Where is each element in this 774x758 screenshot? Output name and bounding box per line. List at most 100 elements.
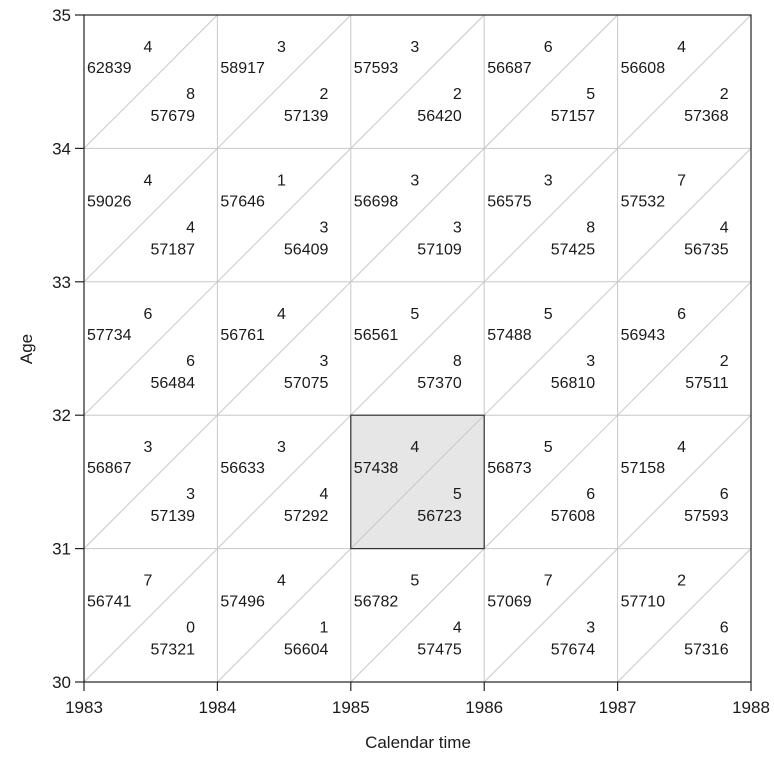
lower-triangle-person-years: 57674 (551, 642, 596, 659)
cohort-diagonal (217, 281, 352, 416)
upper-triangle-count: 3 (144, 439, 153, 456)
lexis-cell: 6 56943 2 57511 (621, 306, 729, 392)
lower-triangle-count: 8 (586, 219, 595, 236)
upper-triangle-person-years: 56633 (220, 460, 265, 477)
upper-triangle-count: 6 (544, 39, 553, 56)
lower-triangle-person-years: 57679 (151, 108, 196, 125)
upper-triangle-count: 4 (677, 39, 686, 56)
lower-triangle-count: 6 (586, 486, 595, 503)
lower-triangle-person-years: 57139 (284, 108, 329, 125)
lower-triangle-person-years: 57109 (417, 241, 462, 258)
cohort-diagonal (83, 14, 218, 149)
upper-triangle-person-years: 57496 (220, 594, 265, 611)
upper-triangle-person-years: 56782 (354, 594, 399, 611)
upper-triangle-person-years: 57734 (87, 327, 132, 344)
upper-triangle-count: 1 (277, 172, 286, 189)
upper-triangle-person-years: 56561 (354, 327, 399, 344)
cohort-diagonal (350, 414, 485, 549)
lower-triangle-person-years: 57187 (151, 241, 196, 258)
frame-layer (83, 14, 752, 683)
lexis-cell: 7 56741 0 57321 (87, 573, 195, 659)
upper-triangle-count: 5 (410, 306, 419, 323)
lower-triangle-person-years: 57157 (551, 108, 596, 125)
lower-triangle-count: 8 (453, 353, 462, 370)
lower-triangle-person-years: 57370 (417, 375, 462, 392)
lexis-cell: 5 57488 3 56810 (487, 306, 595, 392)
lexis-cell: 7 57069 3 57674 (487, 573, 595, 659)
cohort-diagonal (83, 548, 218, 683)
lower-triangle-person-years: 57368 (684, 108, 729, 125)
upper-triangle-count: 4 (677, 439, 686, 456)
lexis-cell: 3 56633 4 57292 (220, 439, 328, 525)
upper-triangle-count: 3 (277, 39, 286, 56)
cohort-diagonal (617, 14, 752, 149)
x-tick-label: 1986 (465, 698, 503, 717)
upper-triangle-person-years: 57488 (487, 327, 532, 344)
upper-triangle-count: 2 (677, 573, 686, 590)
upper-triangle-person-years: 57710 (621, 594, 666, 611)
cells-layer: 4628398576793589172571393575932564206566… (87, 39, 729, 659)
upper-triangle-count: 4 (277, 573, 286, 590)
x-tick-label: 1984 (198, 698, 236, 717)
cohort-diagonal (617, 148, 752, 283)
x-tick-label: 1985 (332, 698, 370, 717)
lower-triangle-person-years: 57511 (685, 375, 728, 392)
lower-triangle-person-years: 57608 (551, 508, 596, 525)
upper-triangle-count: 6 (144, 306, 153, 323)
y-tick-label: 35 (52, 6, 71, 25)
upper-triangle-count: 7 (544, 573, 553, 590)
lower-triangle-person-years: 57075 (284, 375, 329, 392)
lower-triangle-person-years: 57139 (151, 508, 196, 525)
lower-triangle-count: 2 (319, 86, 328, 103)
lower-triangle-person-years: 57321 (151, 642, 196, 659)
cohort-diagonal (617, 548, 752, 683)
lexis-cell: 4 59026 4 57187 (87, 172, 195, 258)
lower-triangle-person-years: 56735 (684, 241, 729, 258)
lower-triangle-count: 6 (720, 486, 729, 503)
highlighted-cell-border (350, 414, 485, 550)
upper-triangle-count: 3 (410, 172, 419, 189)
lower-triangle-count: 4 (720, 219, 729, 236)
x-tick-label: 1987 (599, 698, 637, 717)
lexis-cell: 4 62839 8 57679 (87, 39, 195, 125)
plot-frame (83, 14, 752, 683)
lower-triangle-count: 6 (720, 620, 729, 637)
cohort-diagonal (217, 148, 352, 283)
cohort-diagonal (217, 414, 352, 549)
upper-triangle-person-years: 56873 (487, 460, 532, 477)
upper-triangle-person-years: 62839 (87, 60, 132, 77)
y-tick-label: 31 (52, 540, 71, 559)
cohort-diagonal (350, 281, 485, 416)
lexis-cell: 3 57593 2 56420 (354, 39, 462, 125)
lexis-cell: 4 56608 2 57368 (621, 39, 729, 125)
cohort-diagonal (483, 14, 618, 149)
lexis-cell: 3 58917 2 57139 (220, 39, 328, 125)
lower-triangle-person-years: 57292 (284, 508, 329, 525)
lower-triangle-count: 5 (586, 86, 595, 103)
lower-triangle-person-years: 56409 (284, 241, 329, 258)
y-tick-label: 34 (52, 139, 71, 158)
lexis-cell: 5 56873 6 57608 (487, 439, 595, 525)
x-axis-title: Calendar time (365, 733, 471, 752)
cohort-diagonal (483, 281, 618, 416)
upper-triangle-count: 5 (410, 573, 419, 590)
upper-triangle-count: 7 (677, 172, 686, 189)
lexis-cell: 6 57734 6 56484 (87, 306, 195, 392)
lower-triangle-count: 3 (586, 620, 595, 637)
lower-triangle-person-years: 56484 (151, 375, 196, 392)
upper-triangle-count: 3 (410, 39, 419, 56)
lower-triangle-count: 4 (186, 219, 195, 236)
upper-triangle-count: 5 (544, 439, 553, 456)
x-tick-label: 1983 (65, 698, 103, 717)
x-tick-label: 1988 (732, 698, 770, 717)
lexis-cell: 4 57438 5 56723 (354, 439, 462, 525)
lower-triangle-count: 3 (186, 486, 195, 503)
lexis-cell: 4 57158 6 57593 (621, 439, 729, 525)
upper-triangle-person-years: 57069 (487, 594, 532, 611)
upper-triangle-count: 3 (544, 172, 553, 189)
cohort-diagonal (350, 14, 485, 149)
y-tick-label: 32 (52, 406, 71, 425)
lower-triangle-count: 5 (453, 486, 462, 503)
